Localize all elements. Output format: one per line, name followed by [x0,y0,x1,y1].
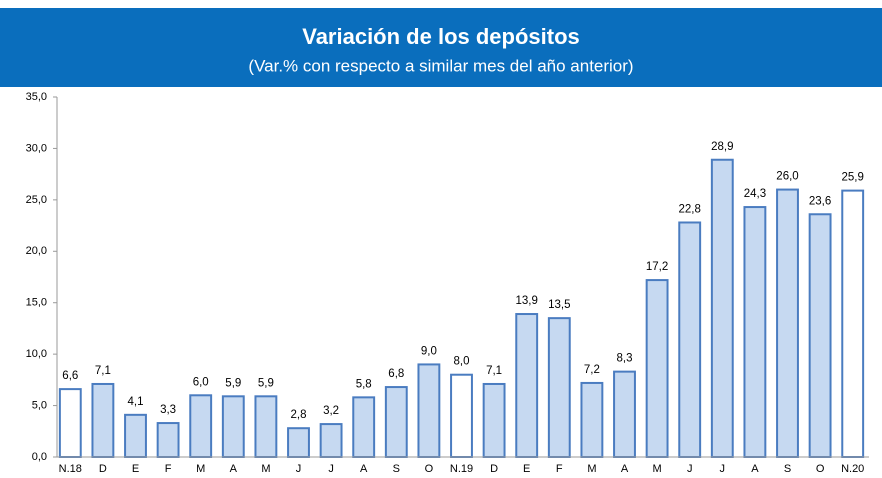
value-label: 6,0 [193,376,209,388]
value-label: 13,5 [548,299,570,311]
value-label: 8,0 [454,356,470,368]
bar [580,381,604,459]
x-tick-label: A [230,463,238,475]
bar [156,422,180,458]
bar [613,370,636,458]
x-tick-label: J [720,463,726,475]
value-label: 25,9 [842,172,864,184]
value-label: 5,9 [258,377,274,389]
y-tick-label: 30,0 [26,142,47,154]
x-tick-label: M [587,463,596,475]
value-label: 4,1 [128,396,144,408]
value-label: 7,1 [486,365,502,377]
bar [189,394,213,458]
x-tick-label: O [425,463,434,475]
bar [547,317,571,458]
bar [417,363,441,458]
x-tick-label: F [556,463,563,475]
bar [384,386,408,458]
value-label: 24,3 [744,188,766,200]
bar [352,396,376,459]
x-tick-label: A [360,463,368,475]
bar [515,313,539,458]
x-tick-label: M [653,463,662,475]
value-label: 5,8 [356,378,372,390]
bar [450,373,473,459]
y-tick-label: 0,0 [32,451,47,463]
x-tick-label: S [393,463,400,475]
y-tick-label: 15,0 [26,297,47,309]
x-tick-label: E [523,463,530,475]
bar [124,413,147,459]
value-label: 13,9 [516,295,538,307]
value-label: 7,1 [95,365,111,377]
x-tick-label: F [165,463,172,475]
bar [841,189,865,458]
x-tick-label: M [196,463,205,475]
value-label: 6,8 [388,368,404,380]
value-label: 6,6 [62,370,78,382]
value-label: 26,0 [776,171,798,183]
x-tick-label: N.20 [841,463,864,475]
bar [776,188,799,458]
x-tick-label: A [621,463,629,475]
bar [319,423,343,459]
bar [58,388,82,458]
bar [743,206,767,458]
x-tick-label: A [751,463,759,475]
x-tick-label: E [132,463,139,475]
value-label: 8,3 [617,353,633,365]
x-tick-label: M [261,463,270,475]
bar [254,395,278,459]
value-label: 7,2 [584,364,600,376]
value-label: 28,9 [711,141,733,153]
value-label: 5,9 [225,377,241,389]
bar [287,427,310,459]
value-label: 22,8 [679,204,701,216]
chart-subtitle: (Var.% con respecto a similar mes del añ… [248,56,633,75]
y-tick-label: 25,0 [26,194,47,206]
value-label: 9,0 [421,345,437,357]
y-tick-label: 5,0 [32,399,47,411]
chart-title: Variación de los depósitos [302,24,580,49]
x-tick-label: D [99,463,107,475]
value-label: 2,8 [291,409,307,421]
title-banner [0,8,882,87]
bar [482,382,506,459]
x-tick-label: J [296,463,302,475]
value-label: 17,2 [646,261,668,273]
x-tick-label: J [328,463,334,475]
bar [710,158,734,458]
x-tick-label: J [687,463,693,475]
y-tick-label: 35,0 [26,91,47,103]
y-tick-label: 10,0 [26,348,47,360]
value-label: 3,3 [160,404,176,416]
bar [91,382,115,459]
x-tick-label: N.18 [59,463,82,475]
bar [808,213,832,458]
x-tick-label: D [490,463,498,475]
bar [645,279,669,459]
x-tick-label: N.19 [450,463,473,475]
value-label: 3,2 [323,405,339,417]
x-tick-label: O [816,463,825,475]
x-tick-label: S [784,463,791,475]
bar [221,395,245,459]
y-tick-label: 20,0 [26,245,47,257]
bar [678,221,702,458]
value-label: 23,6 [809,195,831,207]
